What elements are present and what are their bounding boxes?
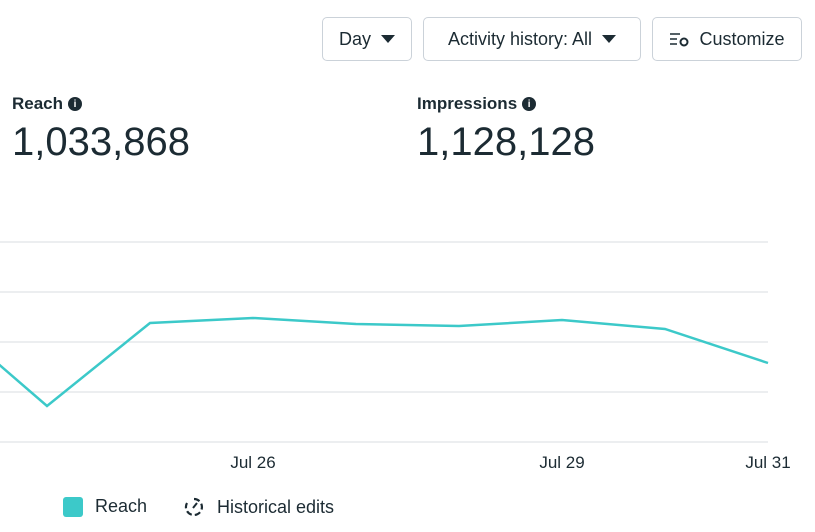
x-tick-label: Jul 26 xyxy=(230,453,275,472)
customize-icon xyxy=(670,33,689,47)
data-line xyxy=(0,316,769,408)
activity-dropdown[interactable]: Activity history: All xyxy=(423,17,641,61)
customize-button[interactable]: Customize xyxy=(652,17,802,61)
dropdown-label: Activity history: All xyxy=(447,28,593,49)
dropdown-label: Day xyxy=(338,28,371,49)
x-tick-label: Jul 31 xyxy=(745,453,790,472)
chart: Jul 26 Jul 29 Jul 31 xyxy=(0,241,791,472)
metric-value: 1,128,128 xyxy=(417,120,595,164)
info-icon[interactable]: i xyxy=(522,97,537,111)
reach-metric: Reach i 1,033,868 xyxy=(12,94,190,165)
legend-swatch xyxy=(63,496,83,517)
historical-icon xyxy=(184,497,203,517)
legend-label: Reach xyxy=(95,496,148,516)
button-label: Customize xyxy=(699,28,785,49)
legend-label: Historical edits xyxy=(217,496,335,517)
caret xyxy=(381,35,395,43)
metric-value: 1,033,868 xyxy=(12,120,190,164)
legend-item[interactable]: Reach xyxy=(63,496,147,517)
metric-label: Reach xyxy=(12,94,64,113)
caret xyxy=(602,35,617,43)
metric-label: Impressions xyxy=(417,94,518,113)
impressions-metric: Impressions i 1,128,128 xyxy=(417,94,595,165)
legend-item[interactable]: Historical edits xyxy=(183,496,334,518)
x-tick-label: Jul 29 xyxy=(539,453,584,472)
info-icon[interactable]: i xyxy=(68,97,83,111)
day-dropdown[interactable]: Day xyxy=(322,17,412,61)
